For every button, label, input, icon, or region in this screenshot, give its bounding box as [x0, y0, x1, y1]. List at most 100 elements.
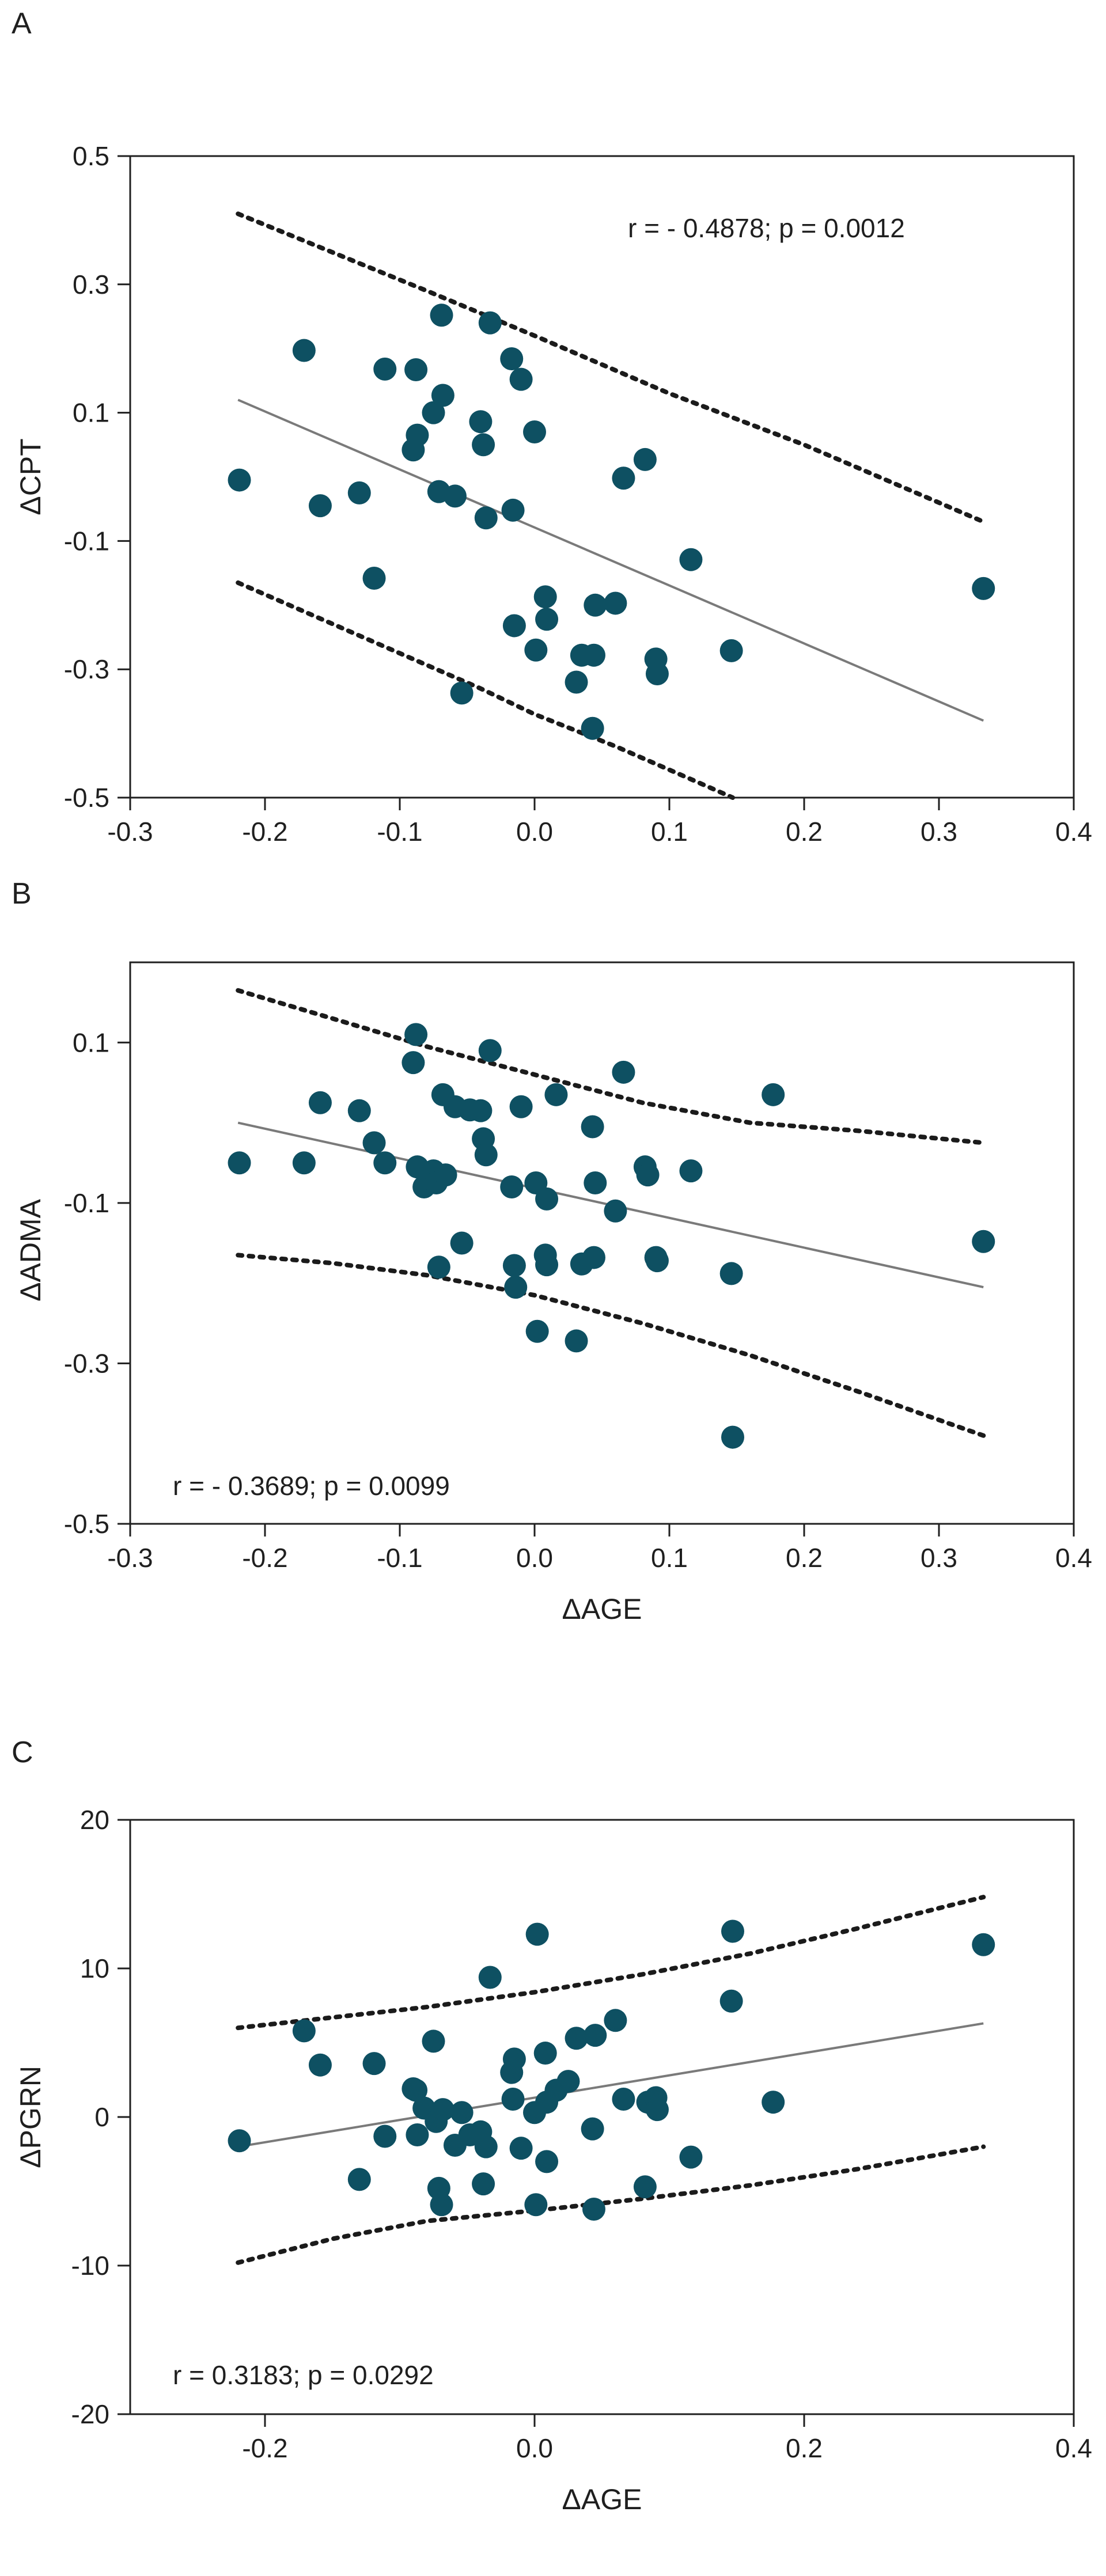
x-tick-label: 0.0: [516, 817, 553, 847]
data-point: [719, 1989, 743, 2013]
data-point: [450, 681, 474, 705]
data-point: [524, 2193, 548, 2217]
scatter-chart-cpt: A -0.3 -0.2 -0.1 0.0 0.1 0.2 0.3 0.4 0.5 0.3 0.1 -0.…: [12, 7, 1092, 847]
regression-line: [237, 2022, 984, 2148]
panel-a: A -0.3 -0.2 -0.1 0.0 0.1 0.2 0.3 0.4 0.5 0.3 0.1 -0.…: [0, 0, 1106, 859]
y-tick-label: -0.1: [64, 1188, 109, 1218]
y-tick-label: -0.3: [64, 1348, 109, 1378]
data-point: [721, 1425, 744, 1449]
data-point: [472, 433, 495, 457]
data-point: [679, 2145, 703, 2169]
data-point: [431, 2098, 454, 2122]
data-point: [612, 466, 635, 490]
confidence-band-lower: [236, 580, 735, 800]
data-point: [604, 1199, 627, 1223]
x-axis-title: ΔAGE: [562, 1593, 642, 1625]
data-point: [500, 347, 524, 371]
data-point: [581, 716, 604, 740]
x-tick-label: 0.3: [921, 817, 957, 847]
data-point: [604, 591, 627, 615]
scatter-chart-adma: B -0.3 -0.2 -0.1 0.0 0.1 0.2 0.3 0.4 0.1 -0.1 -0.3 -…: [12, 877, 1092, 1625]
y-tick-label: 0: [94, 2102, 109, 2132]
x-axis-title: ΔAGE: [562, 2483, 642, 2516]
data-point: [645, 2098, 669, 2122]
data-point: [308, 494, 332, 518]
data-point: [544, 1083, 568, 1106]
y-tick-label: -10: [71, 2251, 109, 2281]
x-tick-label: 0.4: [1055, 1543, 1092, 1573]
data-point: [509, 2137, 533, 2160]
data-point: [524, 638, 548, 662]
x-tick-label: -0.1: [377, 1543, 422, 1573]
confidence-band-lower: [236, 1253, 986, 1438]
data-point: [612, 1060, 635, 1084]
data-point: [228, 1151, 251, 1175]
y-axis-title: ΔADMA: [14, 1198, 47, 1302]
y-tick-label: -0.5: [64, 1509, 109, 1539]
data-point: [478, 311, 502, 335]
panel-label: B: [12, 877, 32, 910]
data-point: [721, 1919, 744, 1943]
data-point: [509, 1095, 533, 1118]
data-point: [373, 357, 397, 381]
panel-c: C -0.2 0.0 0.2 0.4 20 10 0 -10 -20 ΔAGE ΔPGRN r = 0.…: [0, 1717, 1106, 2576]
data-point: [633, 447, 657, 471]
data-point: [972, 1933, 995, 1956]
y-tick-label: 10: [80, 1953, 109, 1983]
y-tick-label: -20: [71, 2399, 109, 2429]
data-point: [402, 1051, 425, 1075]
data-point: [362, 567, 386, 590]
data-point: [292, 1151, 316, 1175]
data-point: [719, 639, 743, 662]
data-point: [430, 303, 453, 327]
panel-label: C: [12, 1736, 33, 1769]
data-point: [645, 1249, 669, 1273]
data-point: [636, 1163, 660, 1187]
panel-label: A: [12, 7, 32, 40]
correlation-annotation: r = 0.3183; p = 0.0292: [173, 2360, 434, 2390]
data-point: [434, 1163, 457, 1187]
data-point: [228, 468, 251, 492]
data-point: [525, 1319, 549, 1343]
data-point: [719, 1262, 743, 1285]
data-point: [422, 2029, 445, 2053]
data-point: [533, 2042, 557, 2065]
data-point: [474, 1143, 498, 1167]
confidence-band-upper: [236, 988, 986, 1145]
x-tick-label: 0.0: [516, 2433, 553, 2463]
x-tick-label: -0.1: [377, 817, 422, 847]
data-point: [472, 2172, 495, 2196]
data-point: [430, 2193, 453, 2217]
data-point: [582, 2197, 605, 2221]
data-point: [404, 1023, 428, 1046]
data-point: [504, 1276, 528, 1299]
data-point: [633, 2175, 657, 2199]
data-point: [584, 2024, 607, 2047]
data-point: [582, 643, 605, 667]
scatter-chart-pgrn: C -0.2 0.0 0.2 0.4 20 10 0 -10 -20 ΔAGE ΔPGRN r = 0.…: [12, 1736, 1092, 2516]
plot-frame: [129, 961, 1075, 1525]
y-tick-label: 20: [80, 1805, 109, 1835]
x-tick-label: -0.3: [107, 817, 153, 847]
data-point: [474, 506, 498, 530]
x-tick-label: -0.2: [242, 2433, 287, 2463]
data-point: [292, 2019, 316, 2043]
x-tick-label: 0.1: [651, 1543, 688, 1573]
y-tick-label: 0.5: [73, 141, 109, 171]
data-point: [502, 2047, 526, 2071]
data-point: [565, 670, 588, 694]
x-tick-label: 0.4: [1055, 2433, 1092, 2463]
data-point: [308, 2053, 332, 2077]
x-tick-label: 0.4: [1055, 817, 1092, 847]
data-point: [500, 1175, 524, 1198]
data-point: [427, 1255, 450, 1279]
data-point: [535, 608, 559, 631]
data-point: [525, 1922, 549, 1946]
correlation-annotation: r = - 0.3689; p = 0.0099: [173, 1471, 450, 1501]
data-point: [404, 358, 428, 381]
y-tick-label: 0.1: [73, 398, 109, 428]
data-point: [612, 2088, 635, 2111]
data-point: [533, 585, 557, 609]
data-point: [502, 1254, 526, 1277]
y-tick-label: 0.1: [73, 1027, 109, 1057]
